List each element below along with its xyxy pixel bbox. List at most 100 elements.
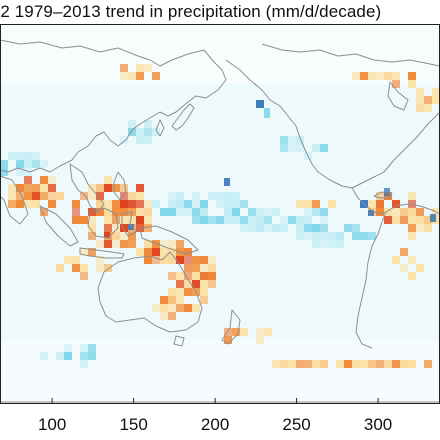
- coastline-caribbean: [373, 191, 393, 199]
- trend-cell: [280, 224, 288, 232]
- trend-cell: [88, 208, 96, 216]
- trend-cell: [120, 240, 128, 248]
- trend-cell: [224, 178, 230, 186]
- trend-cell: [392, 360, 400, 368]
- trend-cell: [432, 96, 440, 104]
- trend-cell: [360, 72, 368, 80]
- coastline-new-guinea: [139, 225, 199, 255]
- trend-cell: [240, 200, 248, 208]
- trend-cell: [112, 184, 120, 192]
- trend-cell: [280, 216, 288, 224]
- trend-cell: [424, 224, 432, 232]
- southern-ocean-band: [0, 340, 440, 404]
- trend-cell: [32, 160, 40, 168]
- trend-cell: [96, 192, 104, 200]
- trend-cell: [408, 192, 416, 200]
- trend-cell: [256, 216, 264, 224]
- trend-cell: [144, 200, 152, 208]
- trend-cell: [328, 232, 336, 240]
- trend-cell: [208, 192, 216, 200]
- trend-cell: [160, 296, 168, 304]
- trend-cell: [304, 216, 312, 224]
- trend-cell: [128, 200, 136, 208]
- trend-cell: [32, 200, 40, 208]
- trend-cell: [200, 280, 208, 288]
- trend-cell: [272, 224, 280, 232]
- trend-cell: [264, 108, 270, 118]
- trend-cell: [176, 272, 184, 280]
- trend-cell: [304, 208, 312, 216]
- coastline-indochina: [69, 163, 105, 213]
- trend-cell: [312, 240, 320, 248]
- trend-cell: [112, 232, 120, 240]
- trend-cell: [272, 208, 280, 216]
- trend-cell: [424, 360, 432, 368]
- trend-cell: [248, 224, 256, 232]
- trend-cell: [184, 248, 192, 256]
- x-tick-label: 300: [363, 415, 393, 434]
- trend-cell: [192, 304, 200, 312]
- trend-cell: [120, 136, 128, 144]
- trend-cell: [8, 192, 16, 200]
- trend-cell: [176, 192, 184, 200]
- coastline-tasmania: [173, 335, 185, 347]
- trend-cell: [184, 280, 192, 288]
- trend-cell: [136, 200, 144, 208]
- trend-cell: [96, 200, 104, 208]
- trend-cell: [136, 136, 144, 144]
- trend-cell: [368, 210, 374, 216]
- trend-cell: [408, 272, 416, 280]
- trend-cell: [24, 200, 32, 208]
- trend-cell: [136, 216, 144, 224]
- trend-cell: [48, 200, 56, 208]
- trend-cell: [128, 240, 136, 248]
- trend-cell: [336, 232, 344, 240]
- trend-cell: [224, 328, 232, 336]
- trend-cell: [112, 224, 120, 232]
- trend-cell: [40, 160, 48, 168]
- trend-cell: [424, 104, 432, 112]
- trend-cell: [408, 360, 416, 368]
- trend-cell: [48, 184, 56, 192]
- trend-cell: [88, 248, 96, 256]
- trend-cell: [392, 256, 400, 264]
- trend-cell: [432, 88, 440, 96]
- coastline-north-canada: [261, 43, 440, 67]
- coastline-north-america: [295, 111, 440, 189]
- trend-cell: [424, 216, 432, 224]
- trend-cell: [72, 264, 80, 272]
- coastline-hudson-bay: [387, 81, 409, 111]
- trend-cell: [248, 216, 256, 224]
- trend-cell: [112, 216, 120, 224]
- trend-cell: [72, 208, 80, 216]
- trend-cell: [192, 256, 200, 264]
- trend-cell: [392, 208, 400, 216]
- trend-cell: [312, 360, 320, 368]
- trend-cell: [8, 200, 16, 208]
- trend-cell: [88, 232, 96, 240]
- coastline-philippines: [113, 171, 127, 201]
- trend-cell: [360, 232, 368, 240]
- trend-cell: [104, 184, 112, 192]
- trend-cell: [232, 200, 240, 208]
- trend-cell: [80, 272, 88, 280]
- trend-cell: [56, 192, 64, 200]
- trend-cell: [8, 184, 16, 192]
- trend-cell: [184, 264, 192, 272]
- trend-cell: [312, 144, 320, 152]
- trend-cell: [184, 272, 192, 280]
- trend-cell: [40, 192, 48, 200]
- trend-cell: [208, 256, 216, 264]
- trend-cell: [112, 208, 120, 216]
- trend-cell: [416, 208, 424, 216]
- trend-cell: [352, 72, 360, 80]
- trend-cell: [24, 152, 32, 160]
- trend-cell: [384, 72, 392, 80]
- trend-cell: [176, 288, 184, 296]
- trend-cell: [160, 208, 168, 216]
- trend-cell: [232, 192, 240, 200]
- trend-cell: [320, 144, 328, 152]
- trend-cell: [128, 192, 136, 200]
- trend-cell: [24, 192, 32, 200]
- trend-cell: [0, 168, 8, 176]
